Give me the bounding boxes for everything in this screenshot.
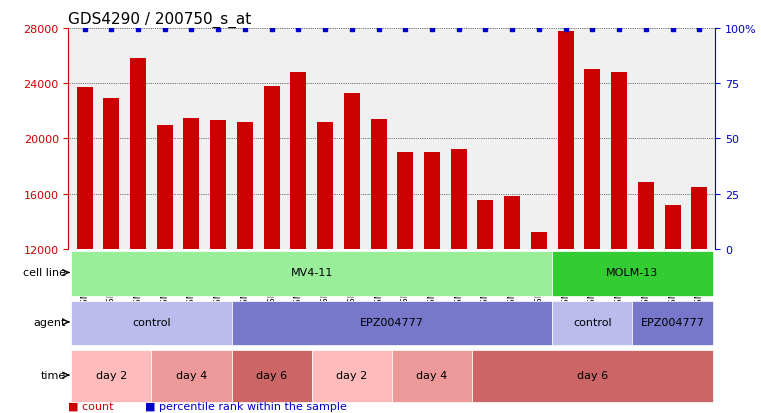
FancyBboxPatch shape [552, 252, 712, 296]
FancyBboxPatch shape [151, 351, 231, 402]
Text: EPZ004777: EPZ004777 [360, 317, 424, 327]
FancyBboxPatch shape [312, 351, 392, 402]
Bar [531, 233, 547, 413]
Text: MV4-11: MV4-11 [291, 268, 333, 278]
Bar [638, 183, 654, 413]
Text: ■ percentile rank within the sample: ■ percentile rank within the sample [145, 401, 346, 411]
Text: control: control [573, 317, 612, 327]
FancyBboxPatch shape [472, 351, 712, 402]
Bar [611, 73, 627, 413]
FancyBboxPatch shape [231, 301, 552, 345]
Text: MOLM-13: MOLM-13 [607, 268, 658, 278]
Text: cell line: cell line [23, 268, 65, 278]
Text: control: control [132, 317, 170, 327]
Bar [558, 32, 574, 413]
Bar [505, 197, 521, 413]
FancyBboxPatch shape [392, 351, 472, 402]
Bar [263, 87, 279, 413]
Text: GDS4290 / 200750_s_at: GDS4290 / 200750_s_at [68, 12, 252, 28]
FancyBboxPatch shape [552, 301, 632, 345]
Text: ■ count: ■ count [68, 401, 114, 411]
Text: day 4: day 4 [416, 370, 447, 380]
Bar [130, 59, 146, 413]
Text: day 6: day 6 [256, 370, 287, 380]
Text: agent: agent [33, 317, 65, 327]
Bar [477, 201, 493, 413]
FancyBboxPatch shape [72, 252, 552, 296]
Bar [157, 125, 173, 413]
Bar [291, 73, 307, 413]
Bar [584, 70, 600, 413]
Text: day 6: day 6 [577, 370, 608, 380]
Bar [344, 94, 360, 413]
Bar [210, 121, 226, 413]
Bar [371, 120, 387, 413]
Text: time: time [40, 370, 65, 380]
Bar [664, 205, 680, 413]
Bar [317, 123, 333, 413]
FancyBboxPatch shape [72, 301, 231, 345]
Text: day 2: day 2 [96, 370, 127, 380]
FancyBboxPatch shape [231, 351, 312, 402]
Bar [397, 153, 413, 413]
Text: EPZ004777: EPZ004777 [641, 317, 705, 327]
Bar [451, 150, 466, 413]
Bar [103, 99, 119, 413]
Bar [237, 123, 253, 413]
Bar [77, 88, 93, 413]
Text: day 4: day 4 [176, 370, 207, 380]
FancyBboxPatch shape [632, 301, 712, 345]
FancyBboxPatch shape [72, 351, 151, 402]
Bar [424, 153, 440, 413]
Bar [691, 187, 707, 413]
Bar [183, 119, 199, 413]
Text: day 2: day 2 [336, 370, 368, 380]
